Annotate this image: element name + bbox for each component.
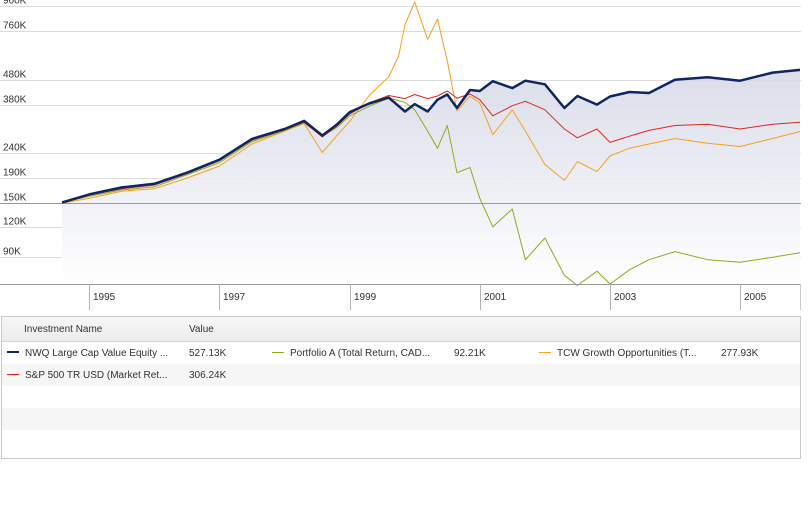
y-tick-label: 480K [3,70,27,81]
legend-panel: Investment Name Value NWQ Large Cap Valu… [1,316,801,459]
legend-swatch-portfolio-a [272,351,284,353]
x-tick-label: 1997 [223,292,246,303]
y-tick-label: 90K [3,247,21,258]
nwq-area [62,69,800,285]
legend-swatch-sp500 [7,373,19,375]
legend-entry-name: NWQ Large Cap Value Equity ... [25,348,169,359]
x-tick-label: 2003 [614,292,637,303]
x-tick-label: 1999 [354,292,377,303]
y-axis-tick-labels: 90K 120K 150K 190K 240K 380K 480K 760K 960K [3,0,27,258]
legend-entry-tcw[interactable]: TCW Growth Opportunities (T... 277.93K [539,348,758,359]
legend-row: NWQ Large Cap Value Equity ... 527.13K Po… [2,342,800,364]
legend-entry-name: Portfolio A (Total Return, CAD... [290,348,431,359]
legend-entry-value: 306.24K [189,370,227,381]
y-tick-label: 240K [3,143,27,154]
y-tick-label: 960K [3,0,27,7]
legend-header: Investment Name Value [2,317,800,342]
legend-entry-nwq[interactable]: NWQ Large Cap Value Equity ... 527.13K [7,348,226,359]
growth-chart: 90K 120K 150K 190K 240K 380K 480K 760K 960K 1995… [0,0,801,310]
nwq-shaded-area [0,69,801,285]
legend-entry-name: TCW Growth Opportunities (T... [557,348,697,359]
series-line-tcw [61,1,801,204]
series-line-nwq [61,68,801,204]
legend-entry-value: 277.93K [721,348,759,359]
legend-swatch-nwq [7,351,19,354]
legend-row: S&P 500 TR USD (Market Ret... 306.24K [2,364,800,386]
legend-row-empty [2,430,800,452]
legend-entry-value: 92.21K [454,348,486,359]
y-tick-label: 380K [3,95,27,106]
legend-row-empty [2,386,800,408]
legend-row-empty [2,408,800,430]
series-lines [61,1,801,286]
y-tick-label: 190K [3,168,27,179]
x-tick-label: 2001 [484,292,507,303]
y-tick-label: 760K [3,21,27,32]
y-tick-label: 120K [3,217,27,228]
x-tick-label: 1995 [93,292,116,303]
y-tick-label: 150K [3,193,27,204]
legend-header-name: Investment Name [24,324,103,335]
series-line-portfolio_a [61,97,801,286]
legend-header-value: Value [189,324,214,335]
legend-entry-portfolio-a[interactable]: Portfolio A (Total Return, CAD... 92.21K [272,348,486,359]
legend-entry-value: 527.13K [189,348,227,359]
legend-entry-name: S&P 500 TR USD (Market Ret... [25,370,168,381]
x-axis: 1995 1997 1999 2001 2003 2005 [0,284,801,310]
x-tick-label: 2005 [744,292,767,303]
legend-entry-sp500[interactable]: S&P 500 TR USD (Market Ret... 306.24K [7,370,226,381]
legend-swatch-tcw [539,351,551,353]
